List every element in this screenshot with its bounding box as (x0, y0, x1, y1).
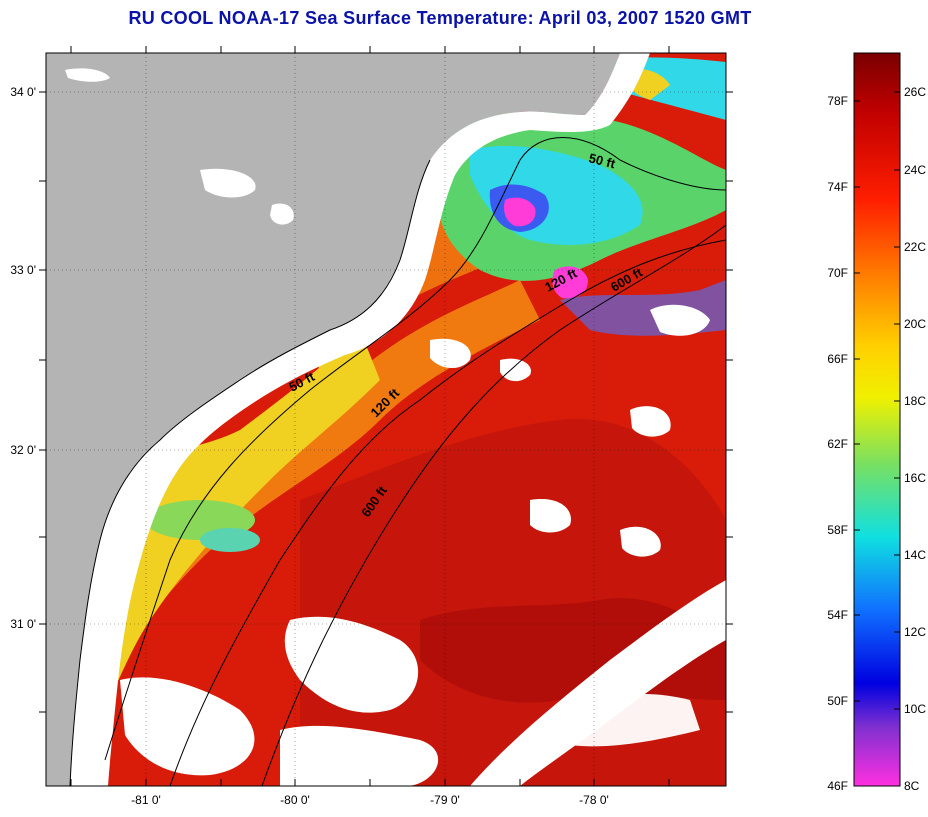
colorbar-c-14: 14C (904, 548, 926, 562)
colorbar-f-66: 66F (827, 352, 848, 366)
contour-120ft (169, 239, 726, 786)
colorbar-c-20: 20C (904, 317, 926, 331)
lon-label-78: -78 0' (579, 793, 609, 807)
colorbar-f-50: 50F (827, 694, 848, 708)
colorbar-c-22: 22C (904, 240, 926, 254)
colorbar-f-62: 62F (827, 437, 848, 451)
colorbar-f-46: 46F (827, 779, 848, 793)
magenta-patch-2 (552, 266, 588, 299)
cloud-1 (284, 616, 419, 713)
colorbar-f-78: 78F (827, 94, 848, 108)
colorbar-c-24: 24C (904, 163, 926, 177)
colorbar-f-70: 70F (827, 266, 848, 280)
colorbar-f-58: 58F (827, 523, 848, 537)
map-frame (45, 52, 727, 787)
colorbar-c-16: 16C (904, 471, 926, 485)
green-patch-2 (200, 528, 260, 552)
contour-600ft (261, 224, 726, 786)
cloud-6 (430, 338, 471, 369)
cloud-5 (500, 358, 531, 382)
cloud-streak (470, 580, 726, 786)
cloud-3 (280, 725, 439, 786)
contour-label-50ft-north: 50 ft (587, 150, 617, 171)
colorbar-c-10: 10C (904, 702, 926, 716)
colorbar: 78F 74F 70F 66F 62F 58F 54F 50F 46F 26C … (827, 52, 926, 793)
lat-label-33: 33 0' (10, 263, 36, 277)
lat-label-32: 32 0' (10, 443, 36, 457)
magenta-patch (504, 197, 536, 227)
nearshore-no-data (70, 53, 650, 786)
colorbar-c-26: 26C (904, 85, 926, 99)
inland-lake-2 (270, 203, 294, 225)
map-title: RU COOL NOAA-17 Sea Surface Temperature:… (128, 8, 752, 28)
shelf-orange (100, 280, 540, 680)
inland-lake-3 (65, 68, 110, 82)
nearshore-yellow (80, 330, 380, 720)
cloud-7 (650, 304, 710, 336)
colorbar-c-12: 12C (904, 625, 926, 639)
cloud-2 (120, 677, 255, 776)
lon-label-81: -81 0' (131, 793, 161, 807)
colorbar-c-18: 18C (904, 394, 926, 408)
axis-ticks (39, 46, 733, 786)
colorbar-f-74: 74F (827, 180, 848, 194)
inland-lake-1 (200, 168, 256, 198)
lat-label-34: 34 0' (10, 85, 36, 99)
map-panel (46, 53, 726, 786)
graticule (46, 53, 726, 786)
cloud-8 (630, 406, 671, 437)
cloud-9 (620, 526, 661, 557)
lon-label-80: -80 0' (280, 793, 310, 807)
colorbar-c-8: 8C (904, 779, 920, 793)
lon-label-79: -79 0' (430, 793, 460, 807)
cloud-4 (530, 499, 571, 533)
land-mass (46, 53, 620, 786)
cloud-10 (560, 694, 700, 747)
colorbar-ticks (854, 91, 900, 710)
lat-label-31: 31 0' (10, 617, 36, 631)
colorbar-gradient (853, 52, 901, 787)
coastline (69, 159, 431, 786)
contour-50ft (104, 137, 726, 761)
colorbar-f-54: 54F (827, 608, 848, 622)
